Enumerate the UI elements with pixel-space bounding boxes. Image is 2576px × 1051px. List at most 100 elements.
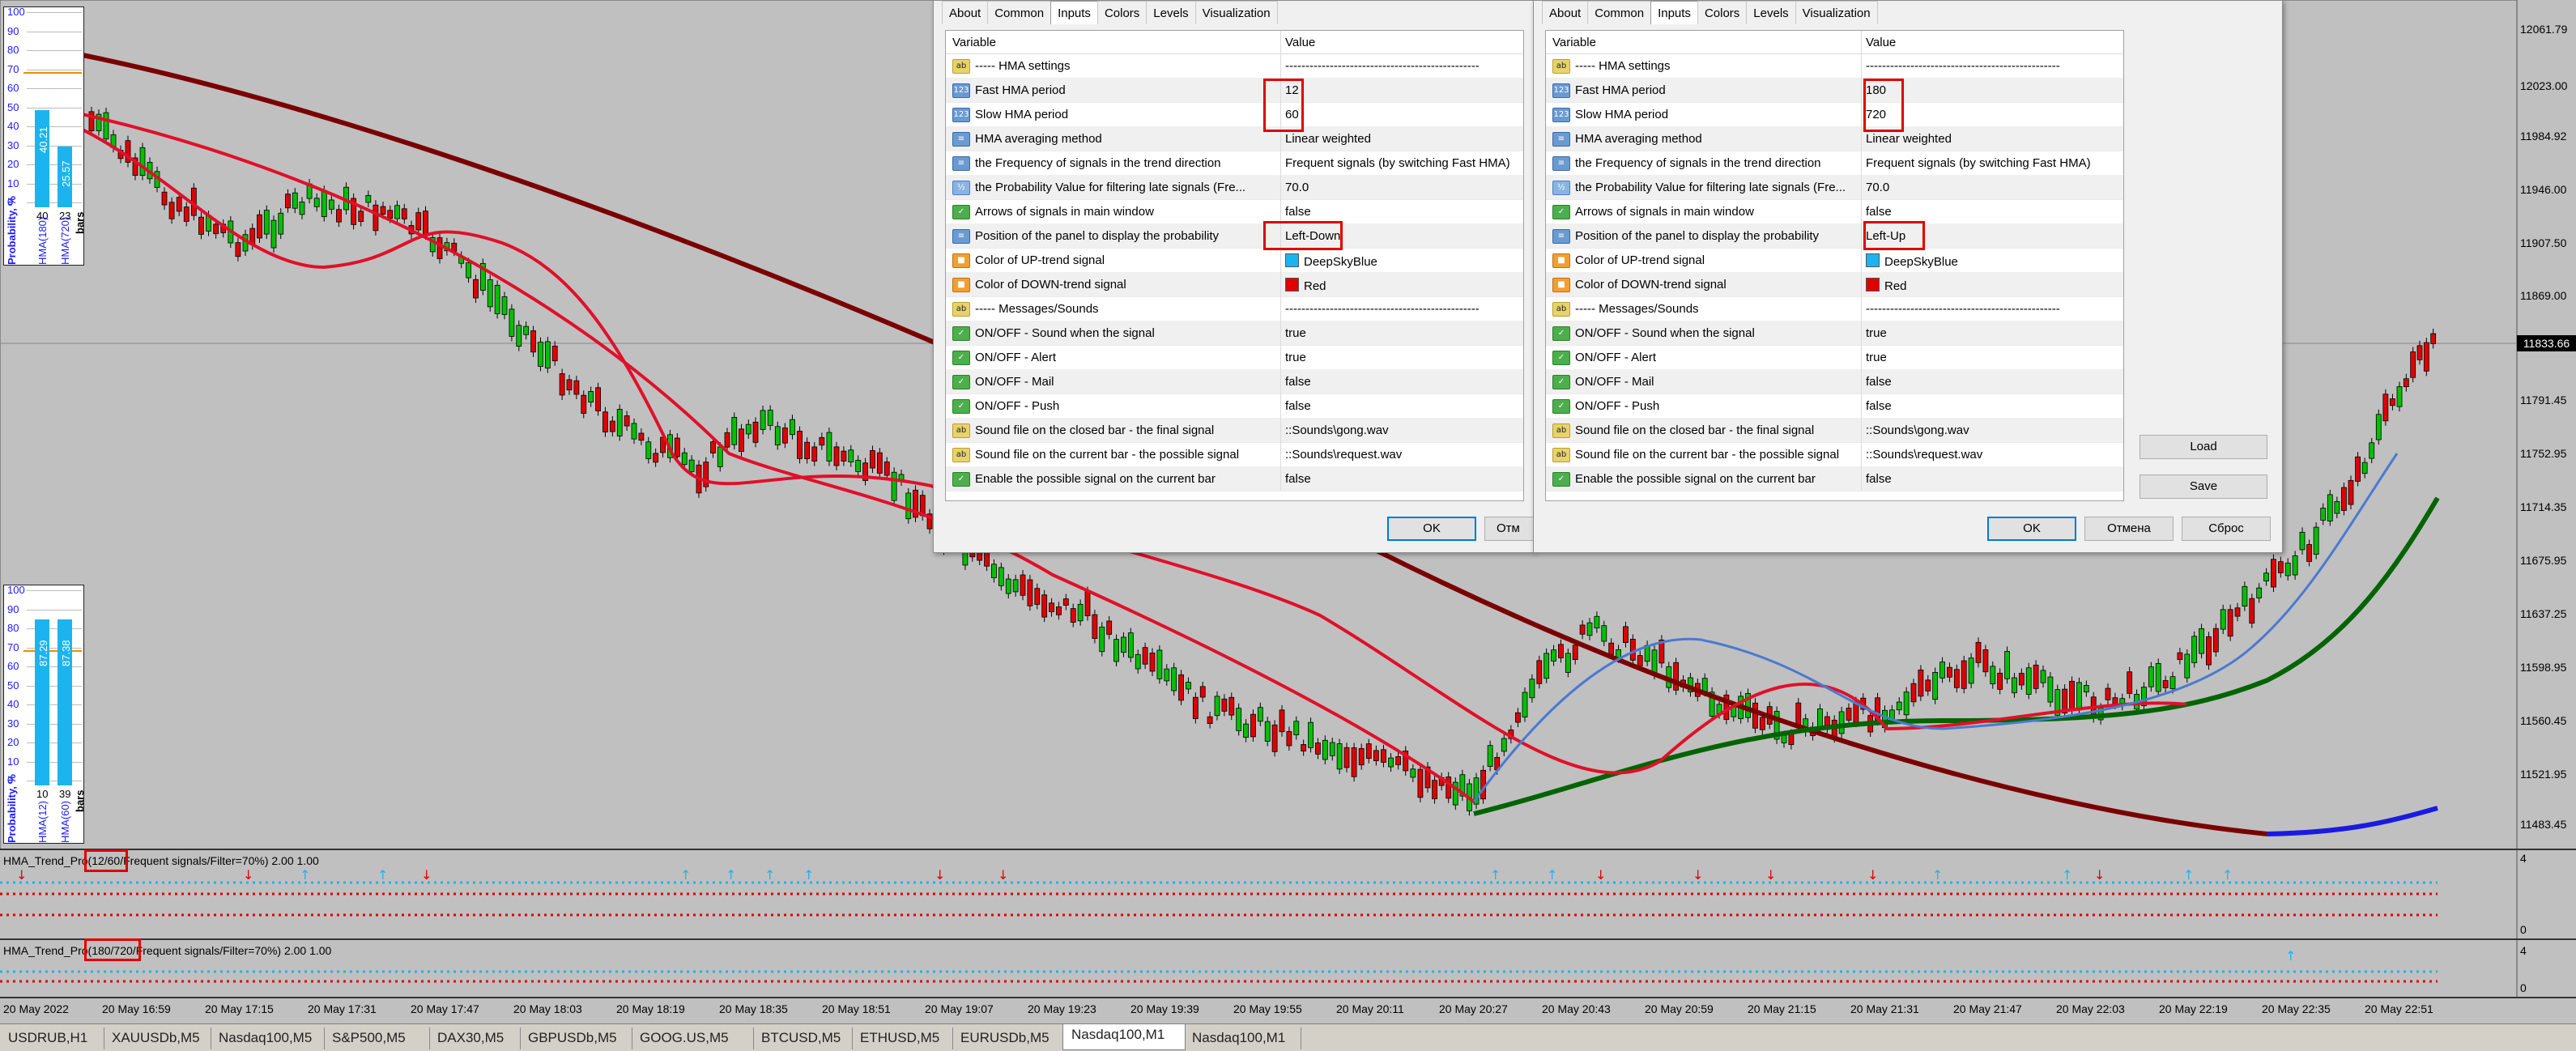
symbol-tab[interactable]: USDRUB,H1 xyxy=(0,1028,104,1049)
input-row[interactable]: ✓ Enable the possible signal on the curre… xyxy=(1546,466,2123,491)
tab-about[interactable]: About xyxy=(942,1,989,24)
param-value[interactable]: Linear weighted xyxy=(1866,132,2115,146)
param-value[interactable]: ----------------------------------------… xyxy=(1285,59,1515,73)
param-value[interactable]: false xyxy=(1866,205,2115,219)
param-value[interactable]: 12 xyxy=(1285,83,1515,97)
cancel-button[interactable]: Отм xyxy=(1484,517,1541,541)
param-value[interactable]: false xyxy=(1866,375,2115,389)
cancel-button[interactable]: Отмена xyxy=(2084,517,2174,541)
input-row[interactable]: ✓ ON/OFF - Mail false xyxy=(1546,369,2123,394)
param-value[interactable]: ::Sounds\request.wav xyxy=(1285,448,1515,462)
input-row[interactable]: 123 Fast HMA period 180 xyxy=(1546,78,2123,103)
param-value[interactable]: 720 xyxy=(1866,108,2115,121)
tab-colors[interactable]: Colors xyxy=(1096,1,1147,24)
ok-button[interactable]: OK xyxy=(1387,517,1476,541)
symbol-tab[interactable]: DAX30,M5 xyxy=(429,1028,521,1049)
tab-colors[interactable]: Colors xyxy=(1697,1,1748,24)
param-value[interactable]: true xyxy=(1285,351,1515,364)
input-row[interactable]: ✓ ON/OFF - Push false xyxy=(946,394,1523,419)
input-row[interactable]: ab ----- Messages/Sounds -----------------… xyxy=(946,296,1523,321)
param-value[interactable]: 60 xyxy=(1285,108,1515,121)
param-value[interactable]: false xyxy=(1285,472,1515,486)
tab-inputs[interactable]: Inputs xyxy=(1050,1,1098,24)
input-row[interactable]: ≡ Position of the panel to display the pr… xyxy=(1546,223,2123,249)
input-row[interactable]: ■ Color of UP-trend signal DeepSkyBlue xyxy=(946,248,1523,273)
param-value[interactable]: ::Sounds\request.wav xyxy=(1866,448,2115,462)
symbol-tab[interactable]: EURUSDb,M5 xyxy=(952,1028,1063,1049)
param-value[interactable]: DeepSkyBlue xyxy=(1285,253,1515,269)
param-value[interactable]: false xyxy=(1285,399,1515,413)
tab-levels[interactable]: Levels xyxy=(1746,1,1796,24)
input-row[interactable]: 123 Fast HMA period 12 xyxy=(946,78,1523,103)
param-value[interactable]: Frequent signals (by switching Fast HMA) xyxy=(1866,156,2115,170)
input-row[interactable]: 123 Slow HMA period 60 xyxy=(946,102,1523,127)
tab-visualization[interactable]: Visualization xyxy=(1194,1,1278,24)
param-value[interactable]: ::Sounds\gong.wav xyxy=(1285,423,1515,437)
param-value[interactable]: Red xyxy=(1866,278,2115,293)
symbol-tab[interactable]: GOOG.US,M5 xyxy=(632,1028,754,1049)
symbol-tab[interactable]: ETHUSD,M5 xyxy=(852,1028,953,1049)
save-button[interactable]: Save xyxy=(2140,474,2267,499)
tab-about[interactable]: About xyxy=(1542,1,1589,24)
param-value[interactable]: ----------------------------------------… xyxy=(1285,302,1515,316)
input-row[interactable]: ≡ HMA averaging method Linear weighted xyxy=(1546,126,2123,151)
param-value[interactable]: true xyxy=(1285,326,1515,340)
input-row[interactable]: ✓ ON/OFF - Alert true xyxy=(946,345,1523,370)
symbol-tab[interactable]: S&P500,M5 xyxy=(324,1028,430,1049)
input-row[interactable]: ≡ the Frequency of signals in the trend d… xyxy=(946,151,1523,176)
load-button[interactable]: Load xyxy=(2140,435,2267,459)
param-value[interactable]: 70.0 xyxy=(1866,181,2115,194)
input-row[interactable]: ■ Color of DOWN-trend signal Red xyxy=(946,272,1523,297)
input-row[interactable]: 123 Slow HMA period 720 xyxy=(1546,102,2123,127)
input-row[interactable]: ab ----- HMA settings --------------------… xyxy=(946,53,1523,79)
symbol-tab[interactable]: BTCUSD,M5 xyxy=(753,1028,853,1049)
param-value[interactable]: ----------------------------------------… xyxy=(1866,59,2115,73)
input-row[interactable]: ½ the Probability Value for filtering lat… xyxy=(946,175,1523,200)
input-row[interactable]: ✓ Enable the possible signal on the curre… xyxy=(946,466,1523,491)
param-value[interactable]: 70.0 xyxy=(1285,181,1515,194)
tab-levels[interactable]: Levels xyxy=(1146,1,1196,24)
input-row[interactable]: ✓ ON/OFF - Sound when the signal true xyxy=(1546,321,2123,346)
input-row[interactable]: ab ----- Messages/Sounds -----------------… xyxy=(1546,296,2123,321)
param-value[interactable]: true xyxy=(1866,351,2115,364)
input-row[interactable]: ✓ ON/OFF - Sound when the signal true xyxy=(946,321,1523,346)
input-row[interactable]: ✓ Arrows of signals in main window false xyxy=(1546,199,2123,224)
param-value[interactable]: ::Sounds\gong.wav xyxy=(1866,423,2115,437)
param-value[interactable]: Frequent signals (by switching Fast HMA) xyxy=(1285,156,1515,170)
param-value[interactable]: false xyxy=(1285,375,1515,389)
input-row[interactable]: ab Sound file on the current bar - the po… xyxy=(946,442,1523,467)
param-value[interactable]: Linear weighted xyxy=(1285,132,1515,146)
reset-button[interactable]: Сброс xyxy=(2182,517,2271,541)
ok-button[interactable]: OK xyxy=(1987,517,2076,541)
symbol-tab[interactable]: Nasdaq100,M1 xyxy=(1062,1024,1186,1050)
tab-inputs[interactable]: Inputs xyxy=(1650,1,1698,24)
input-row[interactable]: ab Sound file on the closed bar - the fin… xyxy=(1546,418,2123,443)
param-value[interactable]: Left-Up xyxy=(1866,229,2115,243)
input-row[interactable]: ab ----- HMA settings --------------------… xyxy=(1546,53,2123,79)
param-value[interactable]: false xyxy=(1866,399,2115,413)
param-value[interactable]: Left-Down xyxy=(1285,229,1515,243)
input-row[interactable]: ✓ ON/OFF - Alert true xyxy=(1546,345,2123,370)
symbol-tab[interactable]: GBPUSDb,M5 xyxy=(520,1028,632,1049)
input-row[interactable]: ✓ Arrows of signals in main window false xyxy=(946,199,1523,224)
param-value[interactable]: 180 xyxy=(1866,83,2115,97)
param-value[interactable]: ----------------------------------------… xyxy=(1866,302,2115,316)
symbol-tab[interactable]: Nasdaq100,M1 xyxy=(1184,1028,1301,1049)
input-row[interactable]: ab Sound file on the current bar - the po… xyxy=(1546,442,2123,467)
input-row[interactable]: ✓ ON/OFF - Mail false xyxy=(946,369,1523,394)
tab-visualization[interactable]: Visualization xyxy=(1795,1,1878,24)
input-row[interactable]: ✓ ON/OFF - Push false xyxy=(1546,394,2123,419)
input-row[interactable]: ■ Color of UP-trend signal DeepSkyBlue xyxy=(1546,248,2123,273)
input-row[interactable]: ab Sound file on the closed bar - the fin… xyxy=(946,418,1523,443)
input-row[interactable]: ≡ Position of the panel to display the pr… xyxy=(946,223,1523,249)
param-value[interactable]: true xyxy=(1866,326,2115,340)
param-value[interactable]: DeepSkyBlue xyxy=(1866,253,2115,269)
input-row[interactable]: ½ the Probability Value for filtering lat… xyxy=(1546,175,2123,200)
tab-common[interactable]: Common xyxy=(1587,1,1652,24)
tab-common[interactable]: Common xyxy=(987,1,1052,24)
param-value[interactable]: false xyxy=(1866,472,2115,486)
input-row[interactable]: ≡ HMA averaging method Linear weighted xyxy=(946,126,1523,151)
input-row[interactable]: ≡ the Frequency of signals in the trend d… xyxy=(1546,151,2123,176)
param-value[interactable]: Red xyxy=(1285,278,1515,293)
symbol-tab[interactable]: XAUUSDb,M5 xyxy=(104,1028,211,1049)
